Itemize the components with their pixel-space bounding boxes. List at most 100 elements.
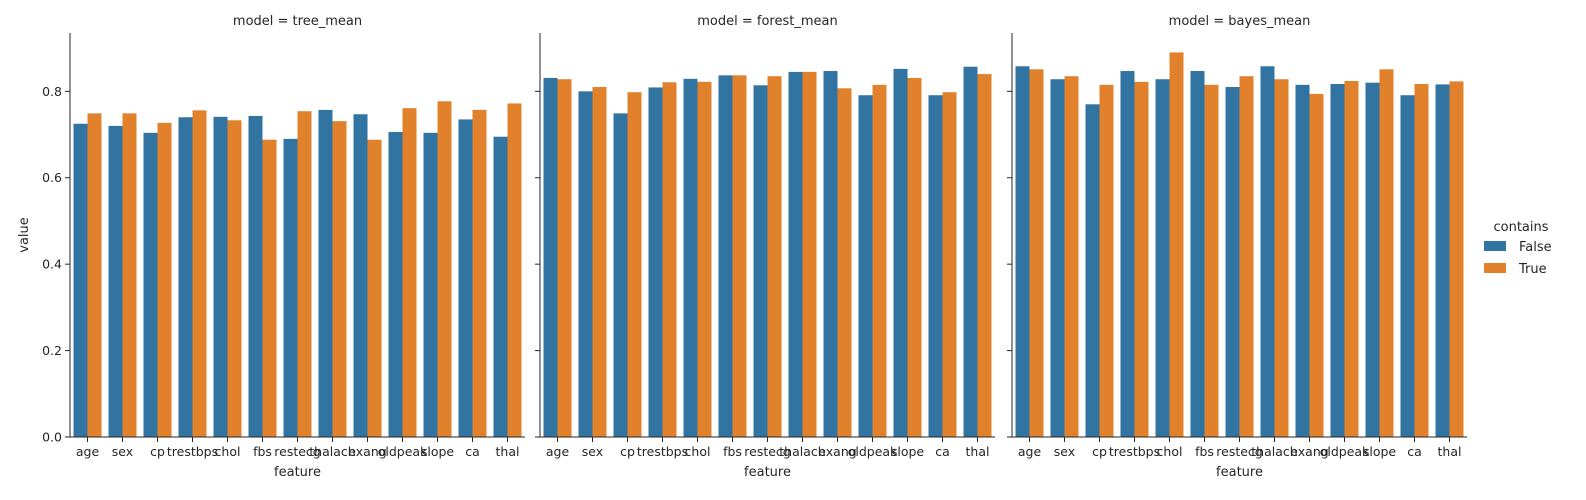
x-tick-label: restecg — [744, 444, 790, 459]
x-tick-label: thalach — [309, 444, 355, 459]
y-tick-label: 0.4 — [42, 257, 62, 272]
bar-slope-true — [907, 77, 922, 437]
bar-oldpeak-false — [388, 131, 403, 437]
y-tick-label: 0.0 — [42, 430, 62, 445]
x-tick-label: oldpeak — [378, 444, 428, 459]
x-tick-label: thalach — [1251, 444, 1297, 459]
x-tick-label: trestbps — [167, 444, 218, 459]
bar-thal-false — [963, 66, 978, 437]
bar-trestbps-false — [1120, 71, 1135, 438]
x-tick-label: oldpeak — [1320, 444, 1370, 459]
bar-cp-true — [627, 92, 642, 437]
bar-trestbps-false — [178, 117, 193, 437]
bar-oldpeak-false — [858, 95, 873, 437]
bar-trestbps-true — [1134, 81, 1149, 437]
bar-slope-false — [423, 132, 438, 437]
x-tick-label: fbs — [723, 444, 742, 459]
bar-thalach-false — [1260, 66, 1275, 438]
bar-ca-false — [458, 119, 473, 438]
x-tick-label: trestbps — [637, 444, 688, 459]
bar-thal-true — [507, 103, 522, 438]
bar-sex-true — [592, 87, 607, 437]
bar-restecg-false — [753, 85, 768, 437]
x-axis-title: feature — [274, 465, 321, 480]
facet-title: model = forest_mean — [697, 14, 837, 29]
y-tick-label: 0.6 — [42, 170, 62, 185]
x-tick-label: fbs — [1195, 444, 1214, 459]
bar-trestbps-true — [192, 110, 207, 437]
bar-exang-true — [367, 139, 382, 438]
x-tick-label: ca — [465, 444, 480, 459]
bar-exang-false — [823, 71, 838, 438]
bar-age-true — [557, 79, 572, 437]
bar-restecg-false — [1225, 87, 1240, 437]
bar-thalach-false — [318, 109, 333, 437]
x-tick-label: thal — [1438, 444, 1462, 459]
bar-oldpeak-true — [872, 84, 887, 437]
legend-swatch-true — [1484, 263, 1506, 273]
bar-cp-false — [1085, 104, 1100, 437]
bar-sex-false — [578, 91, 593, 437]
x-tick-label: trestbps — [1109, 444, 1160, 459]
bar-thal-false — [1435, 84, 1450, 438]
x-tick-label: exang — [818, 444, 856, 459]
bar-restecg-false — [283, 138, 298, 438]
bar-ca-false — [928, 95, 943, 437]
bar-fbs-false — [1190, 71, 1205, 438]
x-tick-label: chol — [1157, 444, 1183, 459]
bar-restecg-true — [297, 111, 312, 438]
x-tick-label: age — [1018, 444, 1042, 459]
bar-chol-true — [697, 81, 712, 437]
facet-title: model = bayes_mean — [1169, 14, 1311, 29]
bar-ca-true — [942, 92, 957, 437]
bar-chol-false — [1155, 79, 1170, 437]
bar-thalach-true — [802, 71, 817, 437]
x-axis-title: feature — [744, 465, 791, 480]
legend-label-true: True — [1518, 262, 1547, 277]
bar-age-true — [1029, 69, 1044, 438]
bar-fbs-true — [1204, 84, 1219, 437]
x-tick-label: slope — [891, 444, 925, 459]
x-tick-label: sex — [112, 444, 133, 459]
bar-fbs-true — [732, 75, 747, 437]
bar-exang-false — [353, 114, 368, 437]
bar-ca-true — [472, 109, 487, 437]
bar-thalach-true — [332, 121, 347, 438]
bar-cp-false — [143, 132, 158, 437]
x-tick-label: chol — [215, 444, 241, 459]
x-tick-label: exang — [348, 444, 386, 459]
x-tick-label: sex — [1054, 444, 1075, 459]
bar-oldpeak-true — [1344, 80, 1359, 438]
bar-age-false — [543, 77, 558, 437]
y-axis-title: value — [17, 217, 32, 253]
bar-ca-true — [1414, 83, 1429, 438]
x-tick-label: cp — [620, 444, 635, 459]
x-tick-label: sex — [582, 444, 603, 459]
legend-label-false: False — [1519, 240, 1552, 255]
bar-sex-true — [122, 113, 137, 438]
bar-thalach-true — [1274, 79, 1289, 437]
legend-title: contains — [1493, 220, 1548, 235]
bar-exang-false — [1295, 84, 1310, 437]
x-tick-label: ca — [935, 444, 950, 459]
y-tick-label: 0.2 — [42, 343, 62, 358]
bar-slope-false — [1365, 82, 1380, 437]
bar-age-true — [87, 113, 102, 438]
bar-fbs-false — [248, 115, 263, 438]
x-axis-title: feature — [1216, 465, 1263, 480]
x-tick-label: restecg — [1216, 444, 1262, 459]
x-tick-label: age — [546, 444, 570, 459]
bar-chol-false — [683, 78, 698, 438]
y-tick-label: 0.8 — [42, 84, 62, 99]
bar-thal-true — [977, 74, 992, 438]
bar-sex-true — [1064, 76, 1079, 438]
x-tick-label: thal — [496, 444, 520, 459]
bar-slope-true — [1379, 69, 1394, 438]
x-tick-label: chol — [685, 444, 711, 459]
bar-thal-false — [493, 136, 508, 437]
x-tick-label: slope — [421, 444, 455, 459]
